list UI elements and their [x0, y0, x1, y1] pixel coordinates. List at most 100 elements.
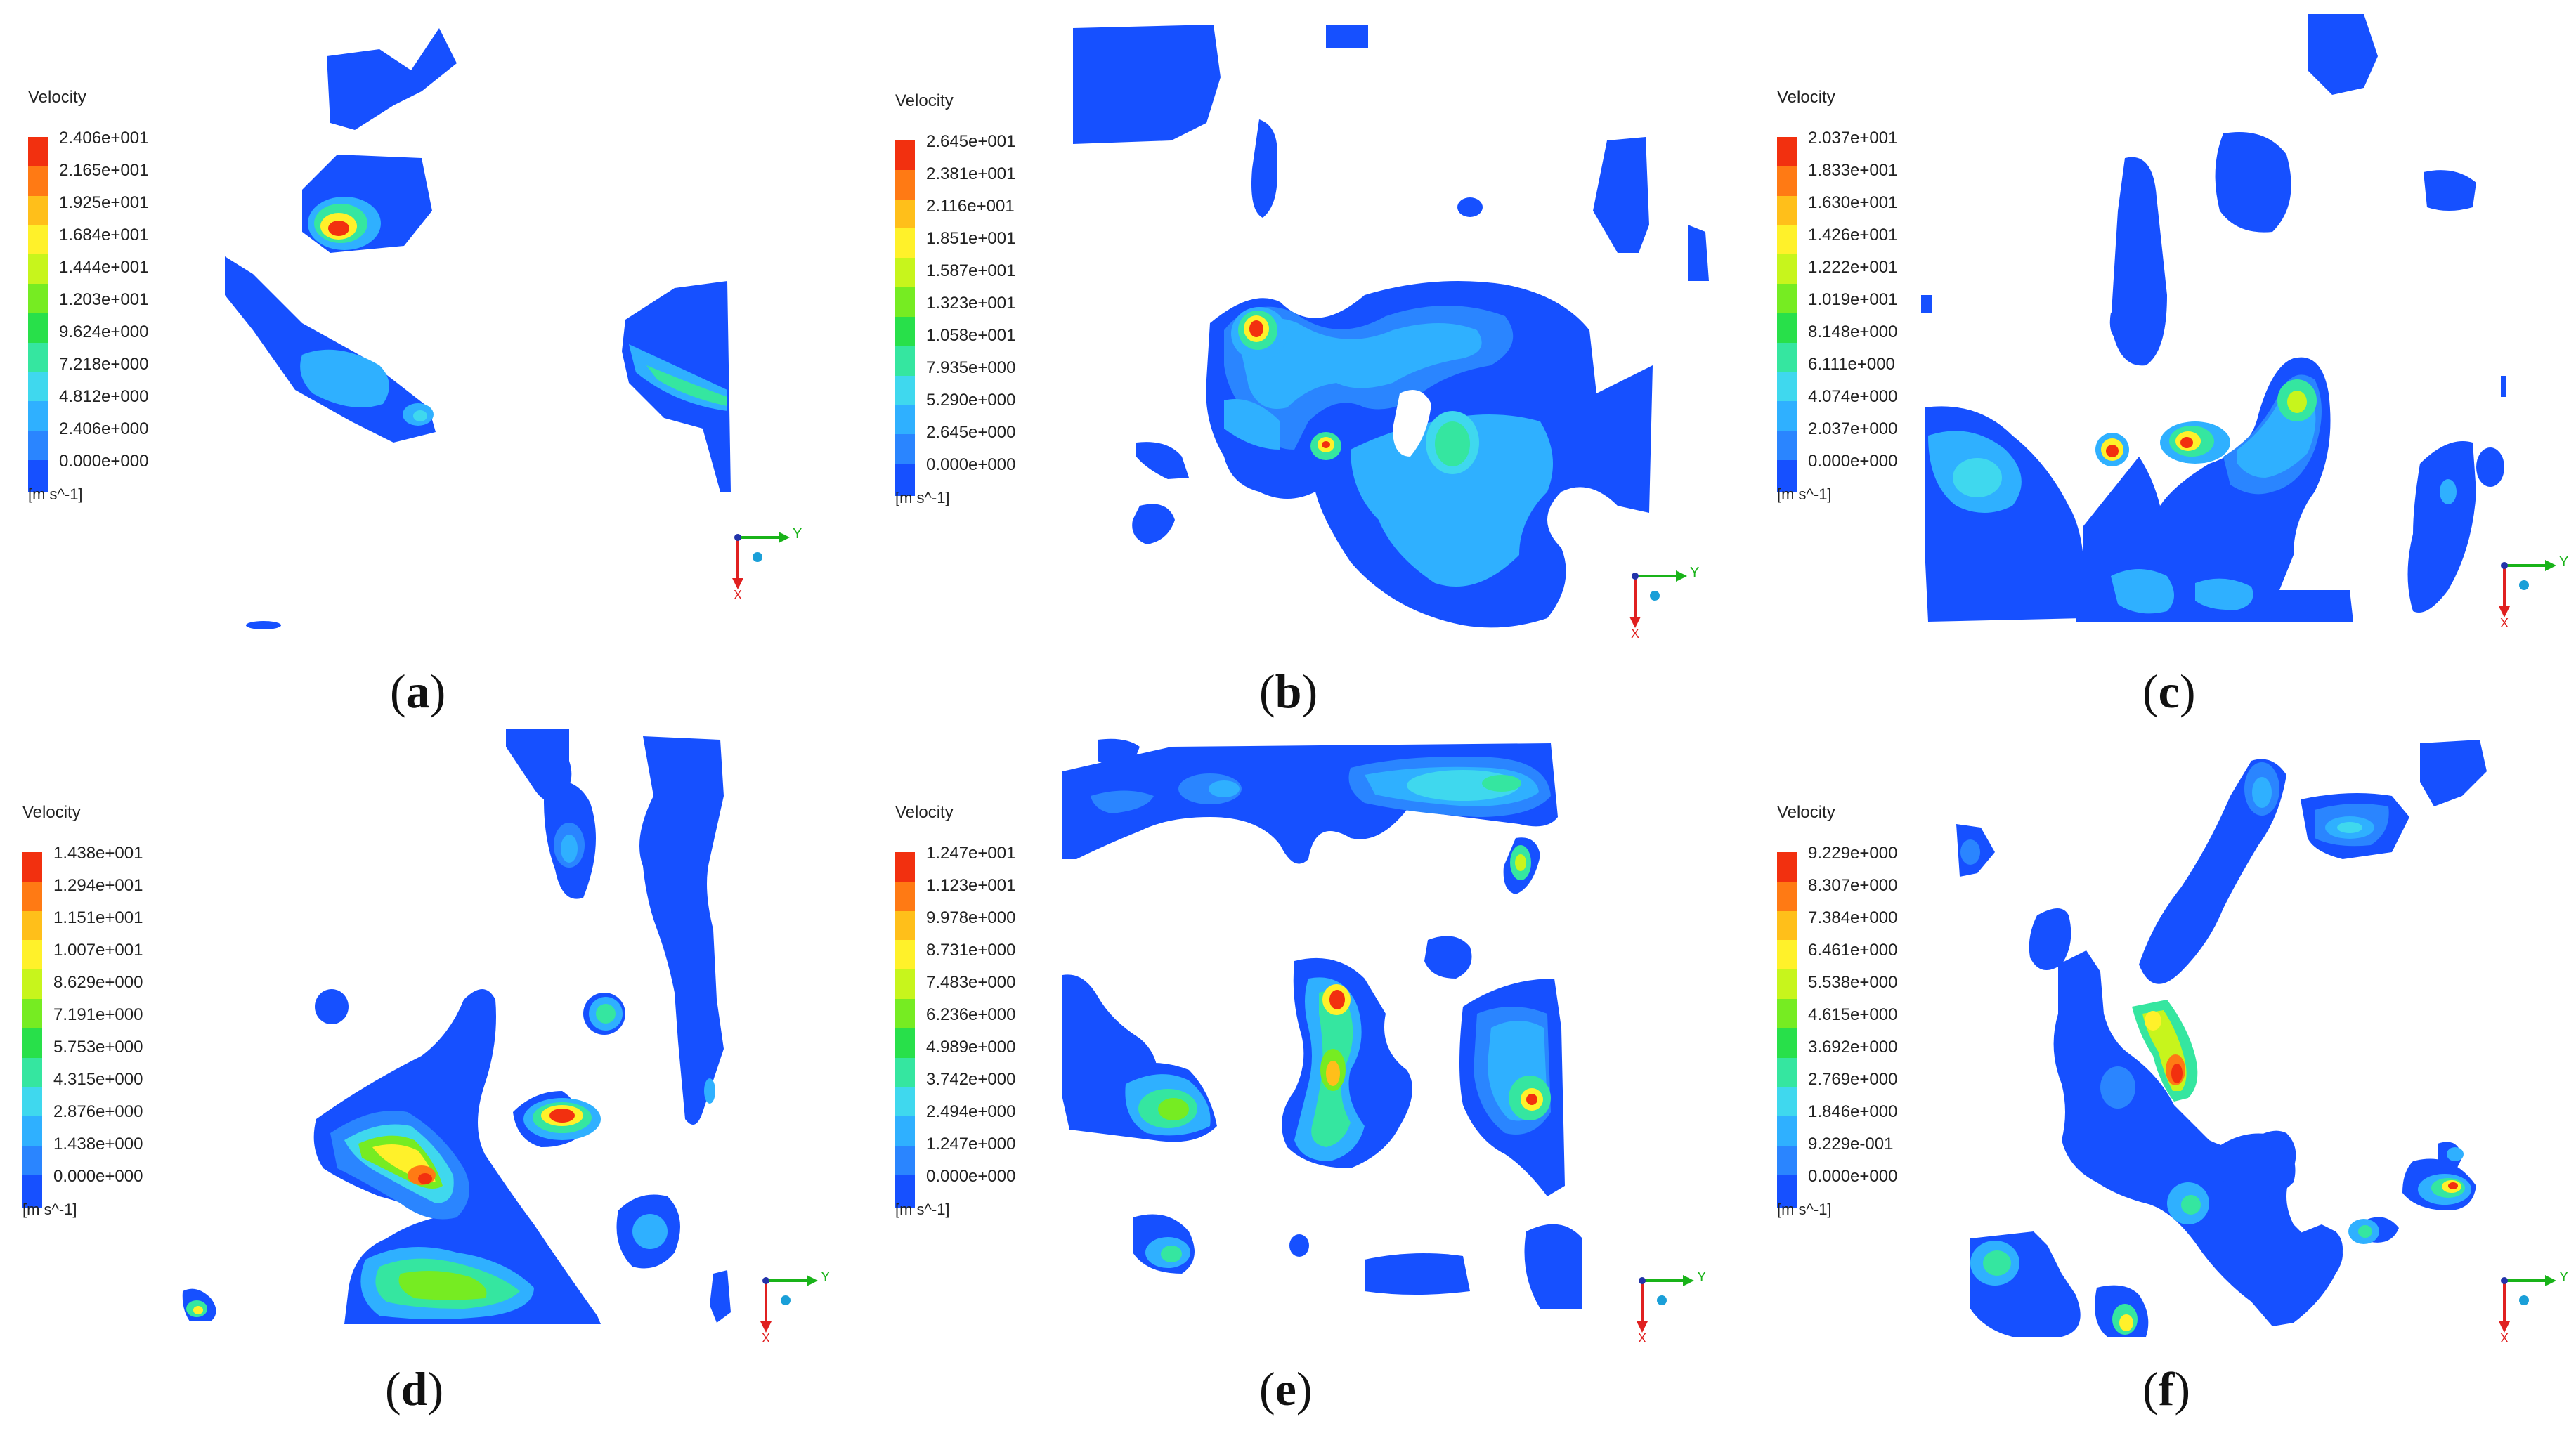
- legend-tick-label: 1.833e+001: [1808, 161, 1898, 180]
- origin-marker: [2501, 562, 2508, 569]
- y-axis-arrow: [766, 1275, 818, 1286]
- velocity-contour-plot-f: [1956, 740, 2487, 1337]
- origin-marker: [1639, 1277, 1646, 1284]
- legend-tick-label: 2.381e+001: [926, 164, 1016, 183]
- z-axis-marker: [753, 552, 762, 562]
- axis-triad-icon: [2499, 560, 2556, 617]
- legend-tick-label: 3.692e+000: [1808, 1038, 1898, 1057]
- panel-e: Velocity 1.247e+001 1.123e+001 9.978e+000 8…: [859, 719, 1717, 1437]
- colorbar-segment: [895, 1057, 915, 1087]
- legend-tick-label: 9.229e+000: [1808, 844, 1898, 863]
- colorbar-segment: [22, 910, 42, 941]
- legend-tick-label: 4.074e+000: [1808, 387, 1898, 406]
- legend-tick-label: 7.483e+000: [926, 973, 1016, 992]
- z-axis-marker: [2519, 580, 2529, 590]
- legend-tick-label: 4.989e+000: [926, 1038, 1016, 1057]
- colorbar-segment: [1777, 284, 1797, 313]
- y-axis-label: Y: [2559, 554, 2569, 570]
- colorbar-segment: [1777, 313, 1797, 343]
- colorbar: [1777, 137, 1797, 492]
- colorbar-segment: [1777, 431, 1797, 460]
- legend-tick-label: 0.000e+000: [1808, 1167, 1898, 1186]
- colorbar-segment: [22, 940, 42, 970]
- x-axis-label: X: [2500, 616, 2509, 630]
- colorbar-segment: [28, 401, 48, 431]
- velocity-contour-plot-e: [1062, 738, 1582, 1309]
- colorbar-segment: [895, 1087, 915, 1117]
- colorbar-segment: [1777, 401, 1797, 431]
- colorbar-segment: [1777, 459, 1797, 492]
- x-axis-arrow: [1637, 1281, 1648, 1333]
- legend-unit: [m s^-1]: [1777, 1201, 1832, 1218]
- legend-tick-label: 1.323e+001: [926, 294, 1016, 313]
- colorbar-segment: [1777, 852, 1797, 882]
- legend-tick-label: 2.645e+000: [926, 423, 1016, 442]
- legend-tick-label: 4.615e+000: [1808, 1005, 1898, 1024]
- y-axis-label: Y: [821, 1269, 831, 1285]
- colorbar-segment: [28, 254, 48, 285]
- y-axis-label: Y: [793, 526, 802, 542]
- colorbar-segment: [895, 287, 915, 317]
- caption-a: (a): [390, 665, 446, 718]
- colorbar: [895, 852, 915, 1208]
- legend-title: Velocity: [895, 803, 954, 822]
- z-axis-marker: [2519, 1295, 2529, 1305]
- axis-triad-icon: [1637, 1275, 1694, 1333]
- colorbar-segment: [895, 1175, 915, 1208]
- colorbar-segment: [1777, 881, 1797, 911]
- legend-unit: [m s^-1]: [895, 489, 950, 506]
- panel-f: Velocity 9.229e+000 8.307e+000 7.384e+000 6…: [1717, 719, 2576, 1437]
- colorbar-segment: [895, 228, 915, 259]
- legend-tick-label: 1.438e+000: [53, 1135, 143, 1153]
- caption-b: (b): [1259, 665, 1318, 718]
- legend-tick-label: 8.629e+000: [53, 973, 143, 992]
- colorbar-segment: [1777, 166, 1797, 196]
- axis-triad-icon: [2499, 1275, 2556, 1333]
- y-axis-arrow: [1635, 570, 1687, 582]
- z-axis-marker: [1650, 591, 1660, 601]
- legend-title: Velocity: [1777, 803, 1835, 822]
- colorbar-segment: [895, 1028, 915, 1058]
- legend-tick-label: 0.000e+000: [1808, 452, 1898, 471]
- colorbar-segment: [895, 881, 915, 911]
- x-axis-label: X: [1638, 1331, 1647, 1345]
- legend-tick-label: 7.218e+000: [59, 355, 149, 374]
- legend-tick-label: 1.684e+001: [59, 225, 149, 244]
- origin-marker: [734, 534, 741, 541]
- legend-tick-label: 2.037e+001: [1808, 129, 1898, 148]
- colorbar-segment: [895, 346, 915, 376]
- velocity-contour-plot-c: [1921, 14, 2506, 622]
- legend-tick-label: 5.290e+000: [926, 391, 1016, 410]
- x-axis-arrow: [1629, 576, 1641, 628]
- velocity-contour-plot-d: [182, 729, 731, 1324]
- origin-marker: [1632, 573, 1639, 580]
- colorbar-segment: [1777, 969, 1797, 1000]
- x-axis-label: X: [762, 1331, 771, 1345]
- colorbar: [22, 852, 42, 1208]
- colorbar-segment: [28, 137, 48, 166]
- legend-tick-label: 1.007e+001: [53, 941, 143, 960]
- axis-triad-icon: [1629, 570, 1687, 628]
- legend-tick-label: 1.222e+001: [1808, 258, 1898, 277]
- legend-tick-label: 5.538e+000: [1808, 973, 1898, 992]
- legend-tick-label: 8.307e+000: [1808, 876, 1898, 895]
- colorbar: [28, 137, 48, 492]
- caption-e: (e): [1259, 1362, 1313, 1416]
- z-axis-marker: [1657, 1295, 1667, 1305]
- colorbar-segment: [895, 375, 915, 405]
- colorbar-segment: [22, 1057, 42, 1087]
- velocity-contour-plot-b: [1073, 25, 1709, 628]
- colorbar-segment: [22, 1116, 42, 1146]
- colorbar-segment: [895, 140, 915, 170]
- legend-tick-label: 7.191e+000: [53, 1005, 143, 1024]
- x-axis-label: X: [2500, 1331, 2509, 1345]
- colorbar-segment: [28, 342, 48, 372]
- colorbar-segment: [28, 372, 48, 402]
- colorbar-segment: [895, 169, 915, 200]
- y-axis-arrow: [2504, 560, 2556, 571]
- colorbar-segment: [22, 852, 42, 882]
- legend-tick-label: 0.000e+000: [59, 452, 149, 471]
